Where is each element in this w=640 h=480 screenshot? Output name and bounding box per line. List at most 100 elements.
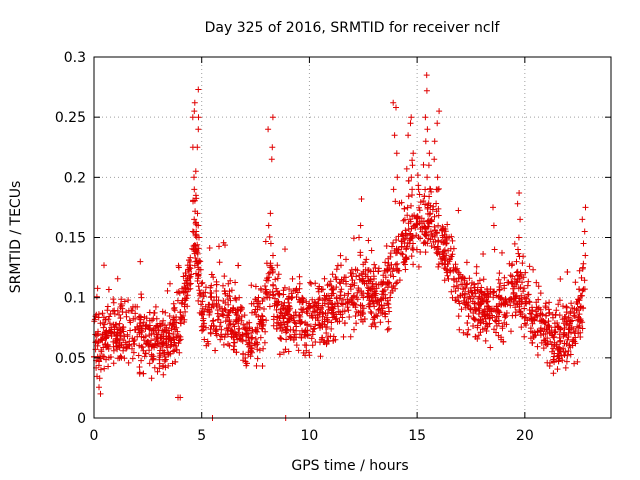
data-point <box>350 292 357 299</box>
data-point <box>231 323 238 330</box>
data-point <box>551 320 558 327</box>
data-point <box>422 225 429 232</box>
data-point <box>323 341 330 348</box>
data-point <box>160 371 167 378</box>
data-point <box>352 313 359 319</box>
data-point <box>579 216 586 223</box>
data-point <box>520 253 527 260</box>
data-point <box>199 298 206 305</box>
data-point <box>535 283 542 290</box>
data-point <box>186 264 193 271</box>
data-point <box>477 301 484 308</box>
data-point <box>160 328 167 335</box>
data-point <box>215 297 222 304</box>
data-point <box>439 249 446 256</box>
data-point <box>170 348 176 355</box>
data-point <box>285 302 292 309</box>
data-point <box>207 290 214 297</box>
data-point <box>186 275 193 281</box>
data-point <box>324 282 331 289</box>
data-point <box>270 316 277 323</box>
data-point <box>252 296 259 303</box>
data-point <box>137 258 144 265</box>
data-point <box>410 150 417 157</box>
data-point <box>225 309 232 316</box>
data-point <box>339 301 346 308</box>
data-point <box>227 277 234 284</box>
data-point <box>266 274 272 281</box>
data-point <box>359 278 366 285</box>
y-tick-label: 0.1 <box>64 291 86 307</box>
data-point <box>259 325 266 332</box>
data-point <box>371 261 378 268</box>
data-point <box>286 286 293 293</box>
data-point <box>196 234 202 241</box>
data-point <box>269 144 276 151</box>
data-point <box>235 306 242 313</box>
data-point <box>210 317 217 324</box>
data-point <box>422 249 429 256</box>
data-point <box>316 283 323 290</box>
data-point <box>490 204 496 211</box>
data-point <box>415 263 422 270</box>
data-point <box>199 311 206 318</box>
data-point <box>444 272 451 279</box>
data-point <box>151 364 158 371</box>
data-point <box>347 270 354 276</box>
data-point <box>265 222 272 229</box>
data-point <box>107 354 114 360</box>
data-point <box>542 312 549 319</box>
data-point <box>217 336 224 343</box>
data-point <box>214 316 221 323</box>
data-point <box>576 267 583 274</box>
data-point <box>556 334 563 341</box>
data-point <box>192 255 199 261</box>
data-point <box>360 290 367 297</box>
data-point <box>191 174 197 181</box>
data-point <box>111 326 118 333</box>
data-point <box>116 320 123 327</box>
data-point <box>182 308 189 315</box>
data-point <box>316 322 322 329</box>
data-point <box>325 303 332 310</box>
data-point <box>223 325 230 332</box>
data-point <box>304 332 311 339</box>
data-point <box>282 246 288 253</box>
data-point <box>324 318 331 325</box>
data-point <box>380 272 387 279</box>
data-point <box>225 301 232 308</box>
data-point <box>92 331 99 338</box>
data-point <box>216 259 223 266</box>
data-point <box>410 261 417 268</box>
data-point <box>105 286 112 293</box>
data-point <box>130 340 137 347</box>
data-point <box>557 338 564 345</box>
data-point <box>167 337 174 344</box>
data-point <box>341 292 348 299</box>
data-point <box>570 336 577 343</box>
data-point <box>423 72 430 79</box>
data-point <box>445 261 452 267</box>
data-point <box>318 304 325 311</box>
data-point <box>380 288 387 295</box>
data-point <box>142 325 149 332</box>
data-point <box>150 327 157 334</box>
data-point <box>545 318 552 325</box>
data-point <box>563 332 570 339</box>
data-point <box>372 265 379 271</box>
data-point <box>195 283 202 290</box>
data-point <box>563 358 570 365</box>
data-point <box>267 240 274 247</box>
data-point <box>357 222 364 229</box>
data-point <box>390 273 397 280</box>
data-point <box>521 320 528 327</box>
data-point <box>567 351 574 358</box>
data-point <box>386 308 393 315</box>
data-point <box>520 288 527 295</box>
data-point <box>202 289 209 296</box>
data-point <box>246 339 253 346</box>
data-point <box>522 314 529 321</box>
data-point <box>482 337 489 344</box>
data-point <box>471 315 478 322</box>
data-point <box>246 319 253 326</box>
